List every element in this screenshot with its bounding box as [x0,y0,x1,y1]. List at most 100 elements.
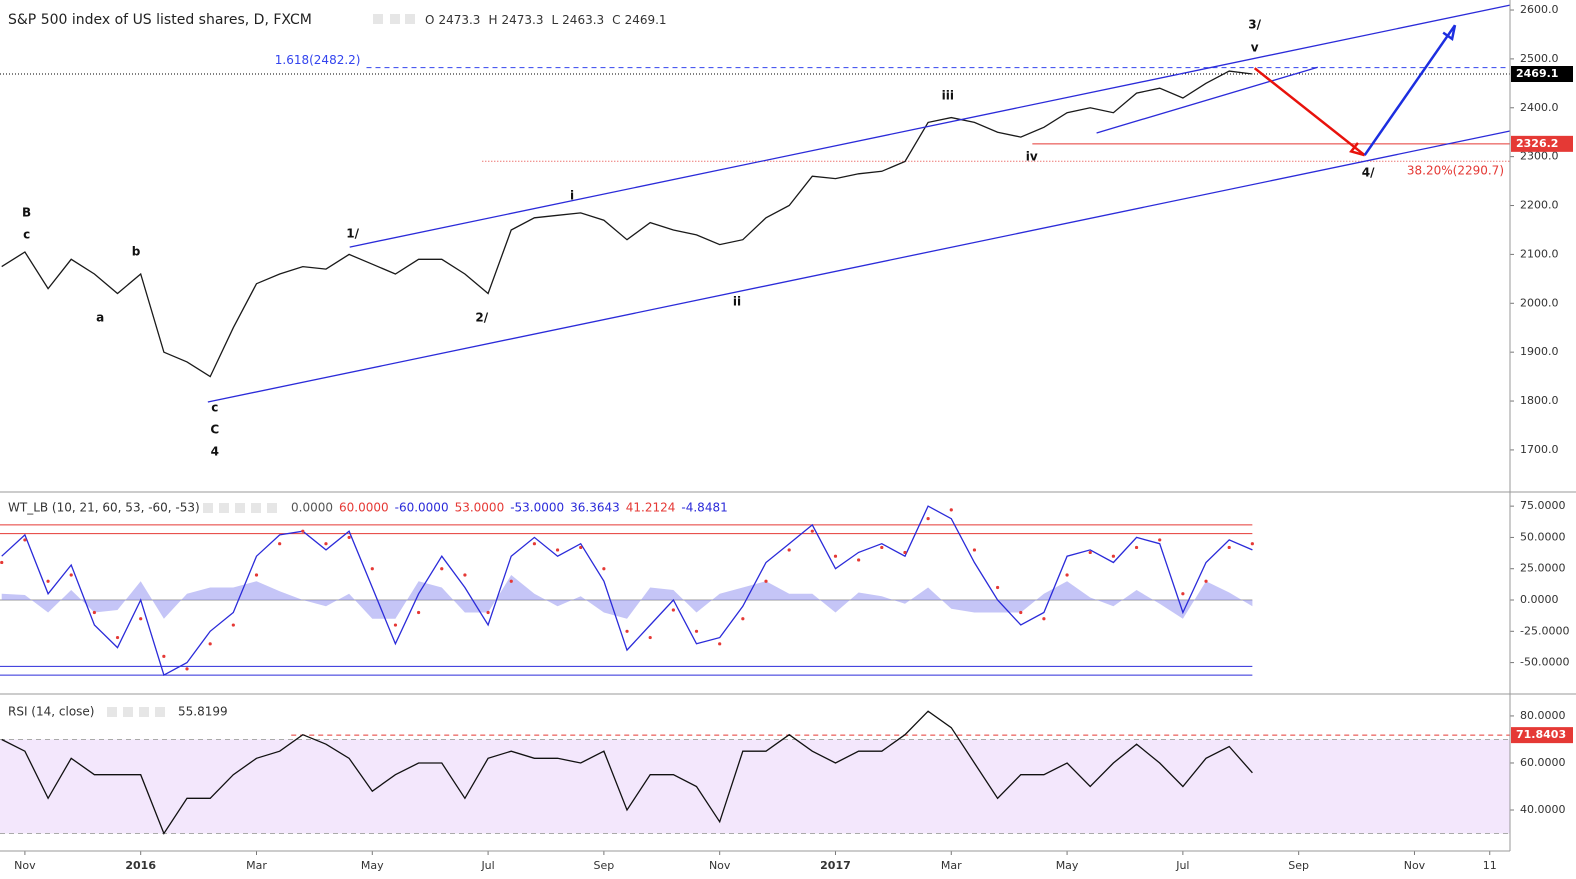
rsi-band [0,739,1510,834]
y-tick-label: 2500.0 [1520,52,1559,65]
signal-dot [555,548,560,552]
icon[interactable] [405,14,415,24]
signal-dot [1204,579,1208,583]
signal-dot [926,517,930,521]
header-icons[interactable] [203,503,277,513]
icon[interactable] [203,503,213,513]
wave-label: 1/ [346,226,359,240]
indicator-value: -60.0000 [395,501,449,515]
y-tick-label: -50.0000 [1520,656,1569,669]
wave-label: i [570,188,574,202]
price-tag [1511,135,1573,152]
indicator-value: 55.8199 [178,705,228,719]
icon[interactable] [219,503,229,513]
signal-dot [764,579,768,583]
y-tick-label: 1700.0 [1520,443,1559,456]
signal-dot [324,542,328,546]
icon[interactable] [139,707,149,717]
signal-dot [694,629,699,633]
signal-dot [440,567,444,571]
signal-dot [787,548,791,552]
level-label: 1.618(2482.2) [275,53,361,67]
y-tick-label: 60.0000 [1520,756,1566,769]
icon[interactable] [123,707,133,717]
icon[interactable] [235,503,245,513]
signal-dot [231,623,235,627]
signal-dot [1111,554,1115,558]
signal-dot [92,610,96,615]
signal-dot [1250,542,1254,546]
header-icons[interactable] [373,14,415,24]
y-tick-label: 0.0000 [1520,593,1559,606]
y-tick-label: 50.0000 [1520,530,1566,543]
ohlc-value: 2469.1 [625,13,667,27]
y-tick-label: 40.0000 [1520,803,1566,816]
arrow-head [1349,142,1366,157]
icon[interactable] [267,503,277,513]
wave-label: v [1251,41,1259,55]
indicator-values: 0.0000 60.0000 -60.0000 53.0000 -53.0000 36.3… [291,501,728,515]
wave-label: 4 [211,444,219,458]
icon[interactable] [373,14,383,24]
ohlc-label: H [488,13,497,27]
signal-dot [1088,550,1092,555]
x-tick-label: May [361,859,384,872]
x-tick-label: 2016 [125,859,156,872]
signal-dot [1042,617,1046,621]
y-tick-label: 2300.0 [1520,150,1559,163]
signal-dot [648,635,652,640]
signal-dot [347,535,351,540]
x-tick-label: Jul [480,859,494,872]
y-tick-label: 80.0000 [1520,709,1566,722]
signal-dot [949,508,953,512]
icon[interactable] [155,707,165,717]
signal-dot [718,642,722,646]
ohlc-value: 2473.3 [438,13,480,27]
y-tick-label: 1800.0 [1520,394,1559,407]
trend-line [1096,66,1318,134]
indicator-value: 60.0000 [339,501,389,515]
indicator-value: 41.2124 [626,501,676,515]
signal-dot [0,560,4,565]
x-tick-label: May [1056,859,1079,872]
signal-dot [903,550,907,555]
wave-label: ii [733,294,741,308]
wave-label: 4/ [1362,165,1375,179]
y-tick-label: 2000.0 [1520,296,1559,309]
price-tag-label: 71.8403 [1516,728,1566,741]
x-tick-label: Sep [1288,859,1309,872]
signal-dot [532,542,537,546]
level-label: 38.20%(2290.7) [1407,164,1504,178]
price-tag-label: 2326.2 [1516,137,1558,150]
icon[interactable] [251,503,261,513]
x-tick-label: Mar [941,859,962,872]
signal-dot [393,623,398,627]
price-tag-label: 2469.1 [1516,67,1558,80]
x-tick-label: Mar [246,859,267,872]
wave-label: B [22,205,31,219]
icon[interactable] [107,707,117,717]
ohlc-value: 2473.3 [501,13,543,27]
y-tick-label: 1900.0 [1520,345,1559,358]
wave-label: iv [1026,150,1038,164]
indicator-title: WT_LB (10, 21, 60, 53, -60, -53) [8,501,200,515]
layers: 2600.0 2500.0 2400.0 2300.0 2200.0 2100.0 2000… [0,3,1573,872]
signal-dot [370,567,374,571]
wave-label: iii [942,89,954,103]
ohlc-readout: O 2473.3 H 2473.3 L 2463.3 C 2469.1 [425,13,667,27]
wave-label: a [96,310,104,324]
header-icons[interactable] [107,707,165,717]
signal-dot [185,667,189,671]
signal-dot [417,610,421,615]
icon[interactable] [390,14,400,24]
signal-dot [995,585,1000,590]
signal-dot [46,579,50,583]
indicator-value: -53.0000 [510,501,564,515]
y-tick-label: 25.0000 [1520,562,1566,575]
indicator-value: -4.8481 [681,501,727,515]
signal-dot [254,573,259,577]
signal-dot [857,558,861,562]
